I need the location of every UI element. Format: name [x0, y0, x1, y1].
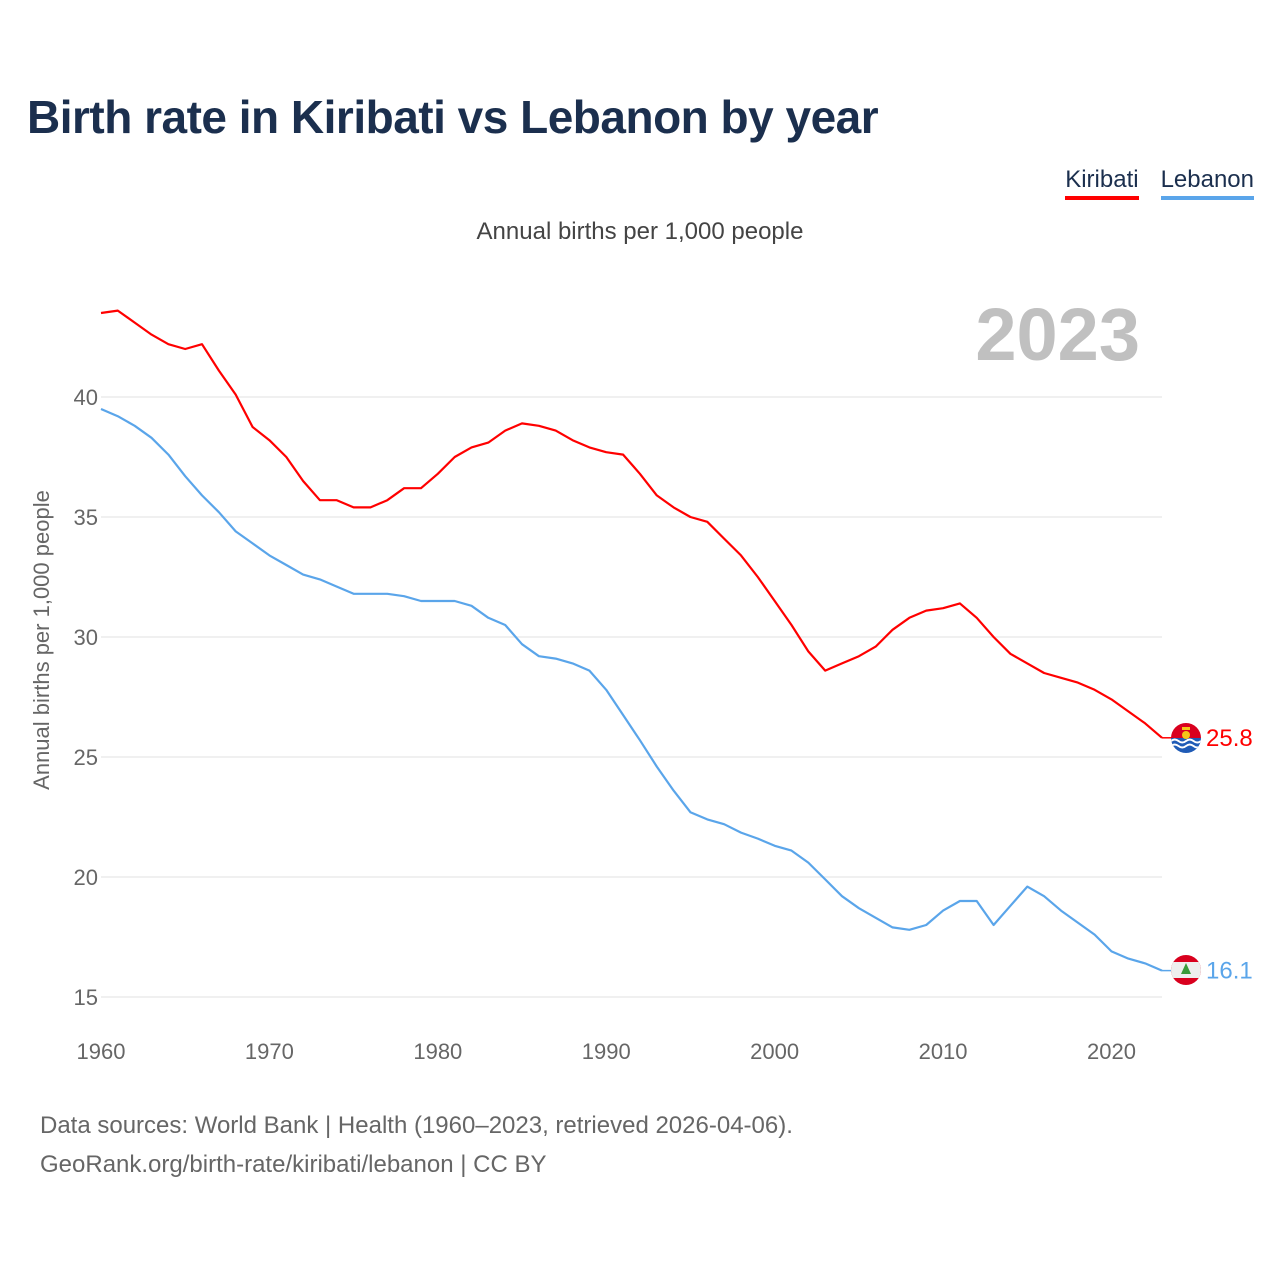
end-labels: 25.8 16.1 — [1206, 725, 1253, 985]
y-tick-label: 15 — [74, 985, 98, 1010]
x-tick-label: 1980 — [413, 1039, 462, 1064]
end-value-label-lebanon: 16.1 — [1206, 958, 1253, 985]
chart-subtitle: Annual births per 1,000 people — [476, 218, 804, 245]
y-tick-label: 40 — [74, 385, 98, 410]
year-badge: 2023 — [975, 293, 1140, 376]
y-axis-ticks: 15 20 25 30 35 40 — [74, 385, 98, 1010]
series-line-kiribati — [100, 309, 1163, 739]
legend: Kiribati Lebanon — [1065, 166, 1254, 200]
series-lines — [100, 309, 1172, 972]
source-link[interactable]: GeoRank.org/birth-rate/kiribati/lebanon … — [40, 1151, 547, 1178]
series-line-lebanon — [100, 407, 1163, 972]
x-tick-label: 1960 — [77, 1039, 126, 1064]
end-value-label-kiribati: 25.8 — [1206, 725, 1253, 752]
x-tick-label: 2020 — [1087, 1039, 1136, 1064]
data-source: Data sources: World Bank | Health (1960–… — [40, 1112, 793, 1139]
x-axis-ticks: 1960 1970 1980 1990 2000 2010 2020 — [77, 1039, 1136, 1064]
x-tick-label: 1990 — [582, 1039, 631, 1064]
footer: Data sources: World Bank | Health (1960–… — [40, 1106, 793, 1184]
chart-title: Birth rate in Kiribati vs Lebanon by yea… — [27, 91, 879, 143]
x-tick-label: 2000 — [750, 1039, 799, 1064]
x-tick-label: 1970 — [245, 1039, 294, 1064]
y-tick-label: 35 — [74, 505, 98, 530]
y-tick-label: 30 — [74, 625, 98, 650]
lebanon-flag-icon — [1171, 955, 1201, 985]
grid-lines — [101, 396, 1162, 998]
y-tick-label: 20 — [74, 865, 98, 890]
legend-item-lebanon[interactable]: Lebanon — [1160, 166, 1254, 200]
kiribati-flag-icon — [1171, 723, 1201, 753]
x-tick-label: 2010 — [919, 1039, 968, 1064]
y-tick-label: 25 — [74, 745, 98, 770]
legend-item-kiribati[interactable]: Kiribati — [1065, 166, 1139, 200]
